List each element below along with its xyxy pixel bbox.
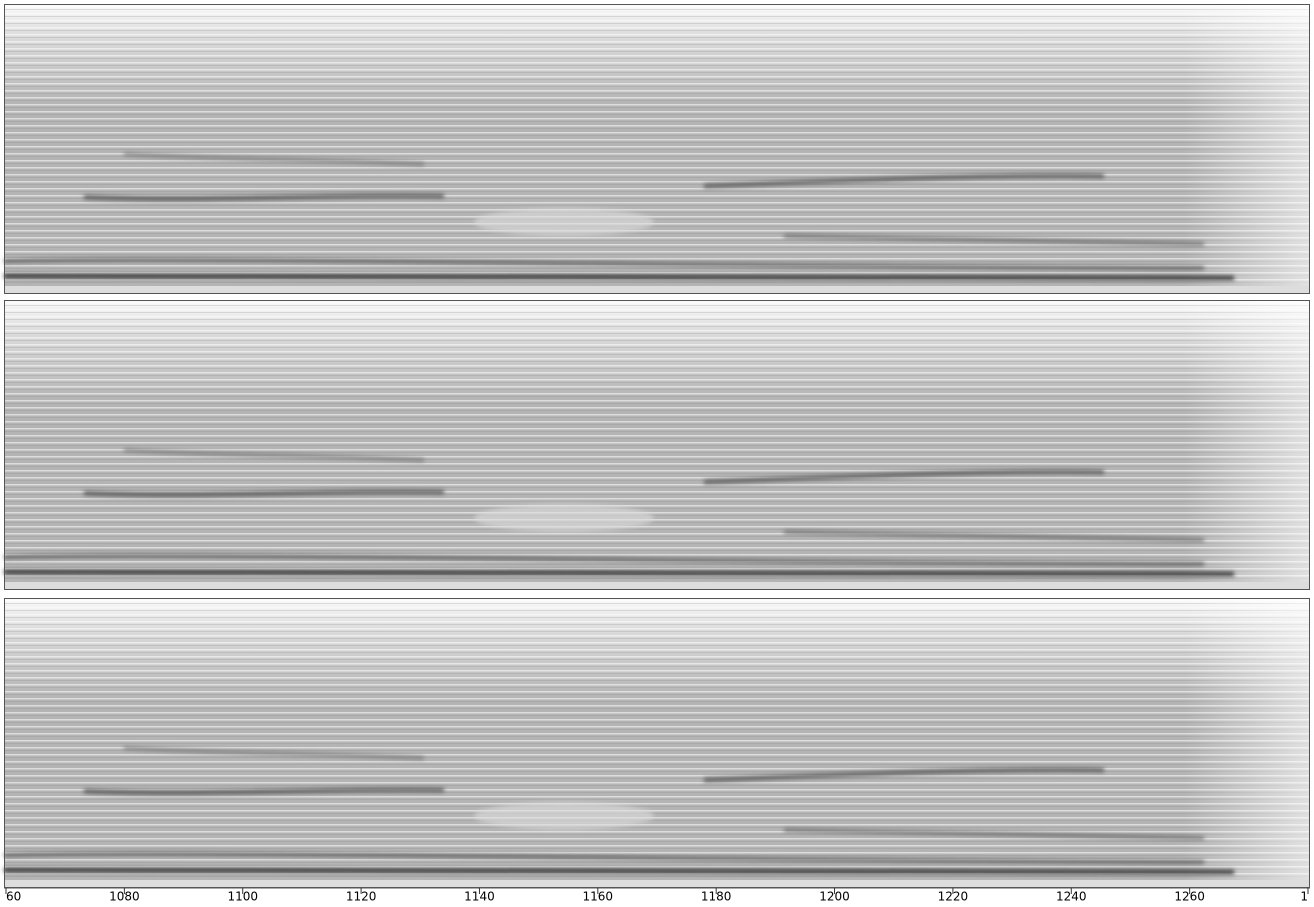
spectrogram-panel bbox=[4, 300, 1310, 590]
x-tick-label: 1240 bbox=[1056, 890, 1087, 904]
spectrogram-panel bbox=[4, 4, 1310, 294]
x-tick-label: 1140 bbox=[464, 890, 495, 904]
x-tick-label: 1100 bbox=[227, 890, 258, 904]
x-tick-label: 60 bbox=[6, 890, 21, 904]
x-tick-label: 1220 bbox=[938, 890, 969, 904]
x-tick-label: 1180 bbox=[701, 890, 732, 904]
x-tick-label: 1 bbox=[1300, 890, 1308, 904]
x-tick-label: 1200 bbox=[819, 890, 850, 904]
spectrogram-window: 60 1080 1100 1120 1140 1160 1180 1200 1220 1240 12… bbox=[0, 0, 1314, 903]
x-tick-label: 1080 bbox=[109, 890, 140, 904]
spectrogram-panel bbox=[4, 598, 1310, 888]
x-tick-label: 1120 bbox=[346, 890, 377, 904]
x-tick-label: 1260 bbox=[1174, 890, 1205, 904]
x-tick-label: 1160 bbox=[583, 890, 614, 904]
